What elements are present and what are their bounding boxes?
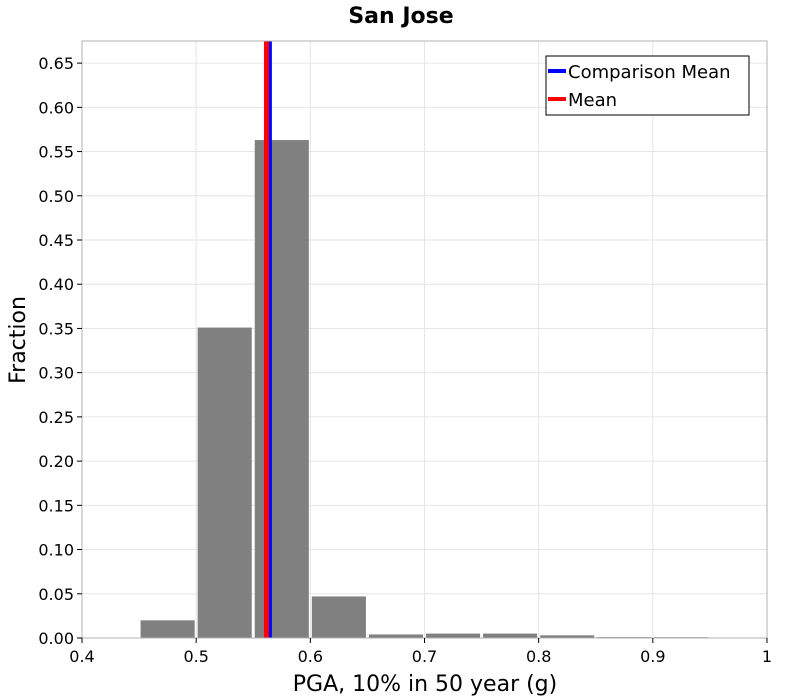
x-tick-label: 0.7 — [412, 647, 437, 666]
legend-label: Mean — [568, 90, 617, 111]
y-axis-ticks: 0.00 0.05 0.10 0.15 0.20 0.25 0.30 0.35 0.40 0.45… — [38, 54, 82, 648]
y-tick-label: 0.65 — [38, 54, 74, 73]
legend: Comparison Mean Mean — [545, 55, 750, 116]
bars — [140, 140, 709, 638]
y-tick-label: 0.00 — [38, 629, 74, 648]
histogram-bar — [254, 140, 309, 638]
y-tick-label: 0.20 — [38, 452, 74, 471]
legend-label: Comparison Mean — [568, 62, 731, 83]
x-tick-label: 0.6 — [298, 647, 323, 666]
x-tick-label: 0.4 — [69, 647, 94, 666]
x-tick-label: 1 — [762, 647, 772, 666]
mean-lines — [263, 41, 272, 638]
y-tick-label: 0.25 — [38, 408, 74, 427]
chart-title: San Jose — [348, 4, 453, 29]
y-tick-label: 0.15 — [38, 496, 74, 515]
legend-box — [545, 55, 750, 116]
histogram-bar — [483, 633, 538, 638]
y-tick-label: 0.60 — [38, 98, 74, 117]
y-tick-label: 0.30 — [38, 364, 74, 383]
x-tick-label: 0.8 — [526, 647, 551, 666]
histogram-bar — [426, 633, 481, 638]
y-tick-label: 0.50 — [38, 187, 74, 206]
y-tick-label: 0.35 — [38, 319, 74, 338]
x-tick-label: 0.9 — [640, 647, 665, 666]
y-tick-label: 0.10 — [38, 541, 74, 560]
x-tick-label: 0.5 — [183, 647, 208, 666]
y-tick-label: 0.45 — [38, 231, 74, 250]
histogram-bar — [368, 634, 423, 638]
histogram-bar — [311, 596, 366, 638]
x-axis-label: PGA, 10% in 50 year (g) — [293, 672, 557, 697]
y-axis-label: Fraction — [6, 296, 31, 384]
x-axis-ticks: 0.4 0.5 0.6 0.7 0.8 0.9 1 — [69, 638, 772, 666]
y-tick-label: 0.05 — [38, 585, 74, 604]
histogram-bar — [140, 620, 195, 638]
y-tick-label: 0.55 — [38, 143, 74, 162]
histogram-bar — [197, 327, 252, 638]
y-tick-label: 0.40 — [38, 275, 74, 294]
grid — [81, 41, 768, 639]
histogram-bar — [540, 635, 595, 638]
